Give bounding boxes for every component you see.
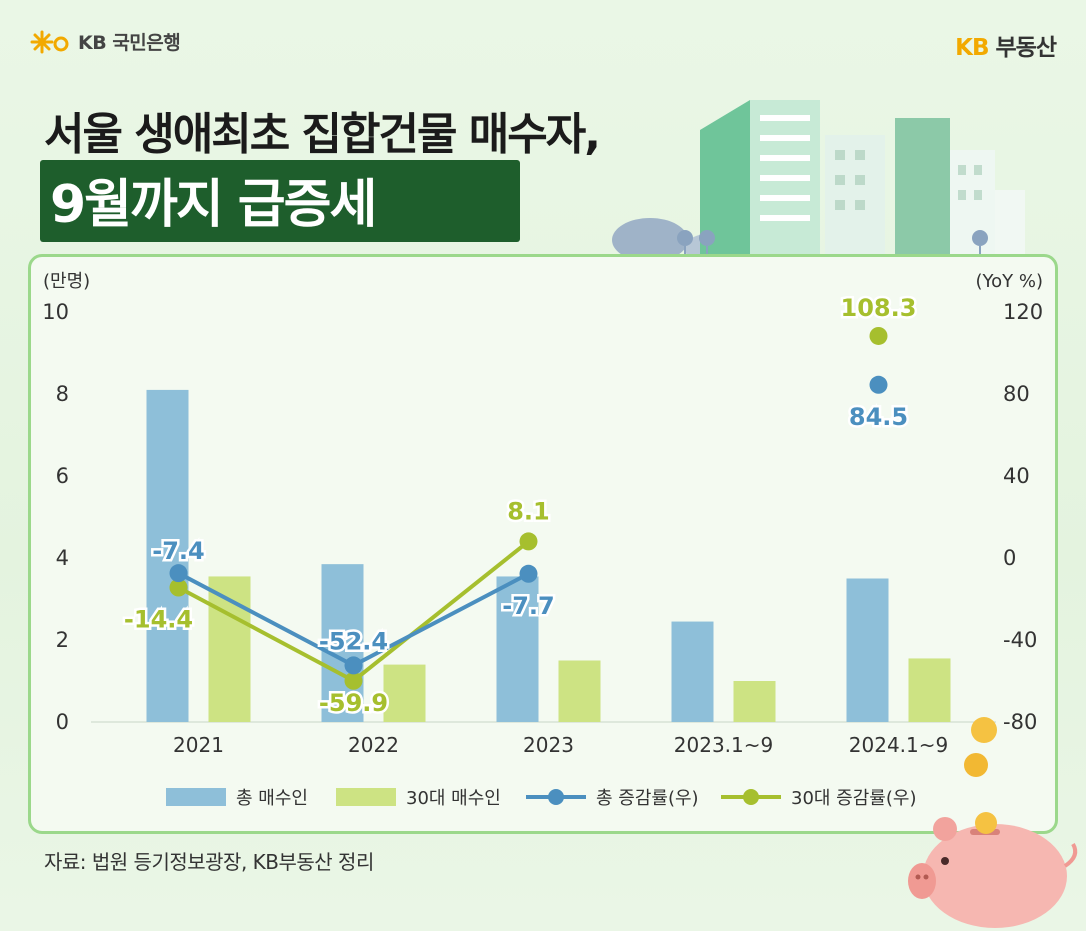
title-line2: 9월까지 급증세	[50, 175, 377, 235]
line-30s-point	[344, 671, 363, 690]
coins-illustration	[964, 717, 997, 777]
legend-label: 총 매수인	[236, 788, 308, 809]
bar-total-buyers	[671, 621, 714, 722]
bar-30s-buyers	[558, 660, 601, 722]
right-tick-label: 120	[1003, 300, 1043, 324]
left-tick-label: 4	[56, 546, 69, 570]
data-label-30s: -59.9	[319, 689, 388, 717]
left-tick-label: 6	[56, 464, 69, 488]
data-label-total: -7.4	[152, 537, 204, 565]
line-30s-point	[169, 578, 188, 597]
left-tick-label: 8	[56, 382, 69, 406]
right-tick-label: -80	[1003, 710, 1037, 734]
kb-star-icon	[30, 30, 69, 53]
right-tick-label: -40	[1003, 628, 1037, 652]
line-total-point	[344, 656, 363, 675]
category-label: 2022	[348, 733, 399, 757]
source-note: 자료: 법원 등기정보광장, KB부동산 정리	[44, 850, 374, 874]
left-axis-unit: (만명)	[43, 271, 90, 292]
line-total-point	[869, 375, 888, 394]
data-label-total: -52.4	[319, 627, 388, 655]
chart: (만명) (YoY %) 0 2 4 6 8 10 -80 -40 0 40 80 120 2021 2022…	[42, 271, 1043, 809]
legend-label: 30대 증감률(우)	[791, 788, 916, 809]
logo-suffix: 부동산	[995, 35, 1057, 61]
logo-kb: KB	[955, 35, 989, 61]
bank-name: KB 국민은행	[78, 32, 181, 54]
bank-logo: KB 국민은행	[30, 28, 181, 55]
bar-total-buyers	[496, 576, 539, 722]
bar-total-buyers	[846, 578, 889, 722]
legend-marker	[743, 789, 759, 805]
kb-realestate-logo: KB 부동산	[955, 28, 1057, 62]
legend-label: 총 증감률(우)	[596, 788, 699, 809]
right-tick-label: 0	[1003, 546, 1016, 570]
title-line1: 서울 생애최초 집합건물 매수자,	[44, 109, 601, 160]
right-tick-label: 40	[1003, 464, 1030, 488]
legend-label: 30대 매수인	[406, 788, 501, 809]
line-total-point	[169, 564, 188, 583]
legend-swatch	[336, 788, 396, 806]
left-tick-label: 2	[56, 628, 69, 652]
category-label: 2023.1~9	[674, 733, 773, 757]
data-label-30s: -14.4	[124, 606, 193, 634]
bar-30s-buyers	[908, 658, 951, 722]
legend-swatch	[166, 788, 226, 806]
piggy-bank-illustration	[908, 812, 1078, 928]
bar-30s-buyers	[383, 664, 426, 722]
left-tick-label: 10	[42, 300, 69, 324]
left-tick-label: 0	[56, 710, 69, 734]
category-label: 2021	[173, 733, 224, 757]
title-highlight	[40, 160, 520, 242]
line-total-point	[519, 564, 538, 583]
right-tick-label: 80	[1003, 382, 1030, 406]
line-30s-point	[869, 326, 888, 345]
data-label-30s: 108.3	[841, 294, 917, 322]
right-axis-unit: (YoY %)	[976, 271, 1043, 292]
category-label: 2023	[523, 733, 574, 757]
data-label-total: 84.5	[849, 403, 908, 431]
chart-panel: (만명) (YoY %) 0 2 4 6 8 10 -80 -40 0 40 80 120 2021 2022…	[28, 254, 1058, 834]
data-label-30s: 8.1	[507, 497, 550, 525]
legend-marker	[548, 789, 564, 805]
category-label: 2024.1~9	[849, 733, 948, 757]
line-30s-point	[519, 532, 538, 551]
bar-total-buyers	[146, 389, 189, 722]
buildings-illustration	[612, 100, 1025, 260]
bar-total-buyers	[321, 564, 364, 722]
bar-30s-buyers	[733, 681, 776, 722]
data-label-total: -7.7	[502, 592, 554, 620]
